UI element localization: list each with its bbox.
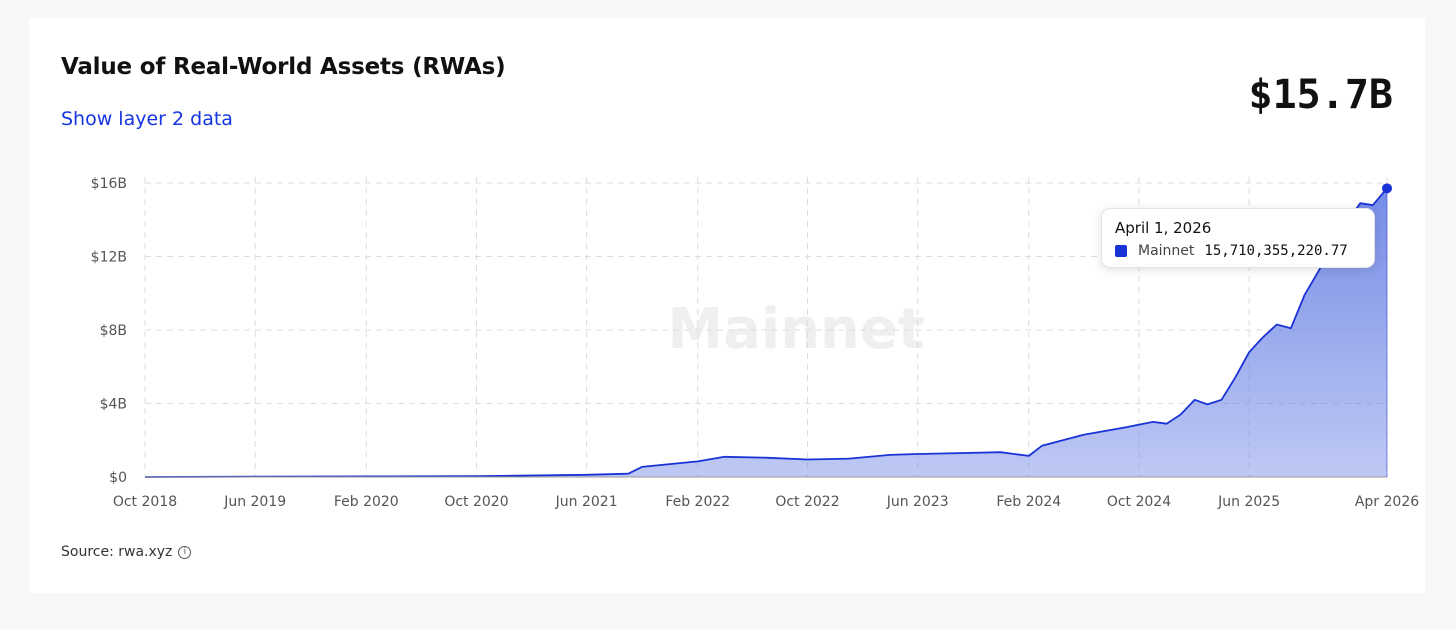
x-tick-label: Feb 2020 (334, 494, 399, 510)
x-tick-label: Oct 2018 (113, 494, 177, 510)
tooltip-date: April 1, 2026 (1115, 219, 1212, 237)
tooltip-row: Mainnet 15,710,355,220.77 (1115, 243, 1348, 259)
tooltip-value: 15,710,355,220.77 (1204, 243, 1348, 259)
series-line-mainnet (144, 187, 1388, 478)
source-note: Source: rwa.xyz i (61, 544, 192, 560)
x-tick-label: Jun 2025 (1217, 494, 1280, 510)
x-tick-label: Oct 2020 (444, 494, 508, 510)
x-tick-label: Apr 2026 (1355, 494, 1419, 510)
show-layer2-link[interactable]: Show layer 2 data (61, 108, 233, 130)
x-tick-label: Feb 2022 (665, 494, 730, 510)
tooltip-series-name: Mainnet (1138, 243, 1195, 259)
area-chart[interactable]: Mainnet $0 $4B $8B $12B $16B Oct 2018 Jun 2019 F… (29, 18, 1425, 538)
hover-point (1382, 183, 1392, 194)
y-tick-label: $16B (91, 176, 127, 192)
x-tick-label: Jun 2023 (886, 494, 949, 510)
series-swatch (1115, 245, 1127, 257)
chart-tooltip: April 1, 2026 Mainnet 15,710,355,220.77 (1101, 208, 1375, 268)
y-tick-label: $8B (100, 323, 127, 339)
current-value: $15.7B (1248, 72, 1394, 118)
x-tick-label: Jun 2019 (223, 494, 286, 510)
y-tick-label: $0 (109, 470, 127, 486)
source-label: Source: rwa.xyz (61, 544, 173, 560)
y-tick-label: $4B (100, 397, 127, 413)
series-area-mainnet (145, 188, 1387, 478)
x-tick-label: Oct 2024 (1107, 494, 1171, 510)
x-tick-label: Oct 2022 (775, 494, 839, 510)
y-tick-label: $12B (91, 250, 127, 266)
chart-card: Value of Real-World Assets (RWAs) Show l… (29, 18, 1425, 593)
chart-title: Value of Real-World Assets (RWAs) (61, 54, 506, 80)
x-tick-label: Jun 2021 (555, 494, 618, 510)
x-tick-label: Feb 2024 (996, 494, 1061, 510)
info-icon[interactable]: i (178, 545, 192, 559)
